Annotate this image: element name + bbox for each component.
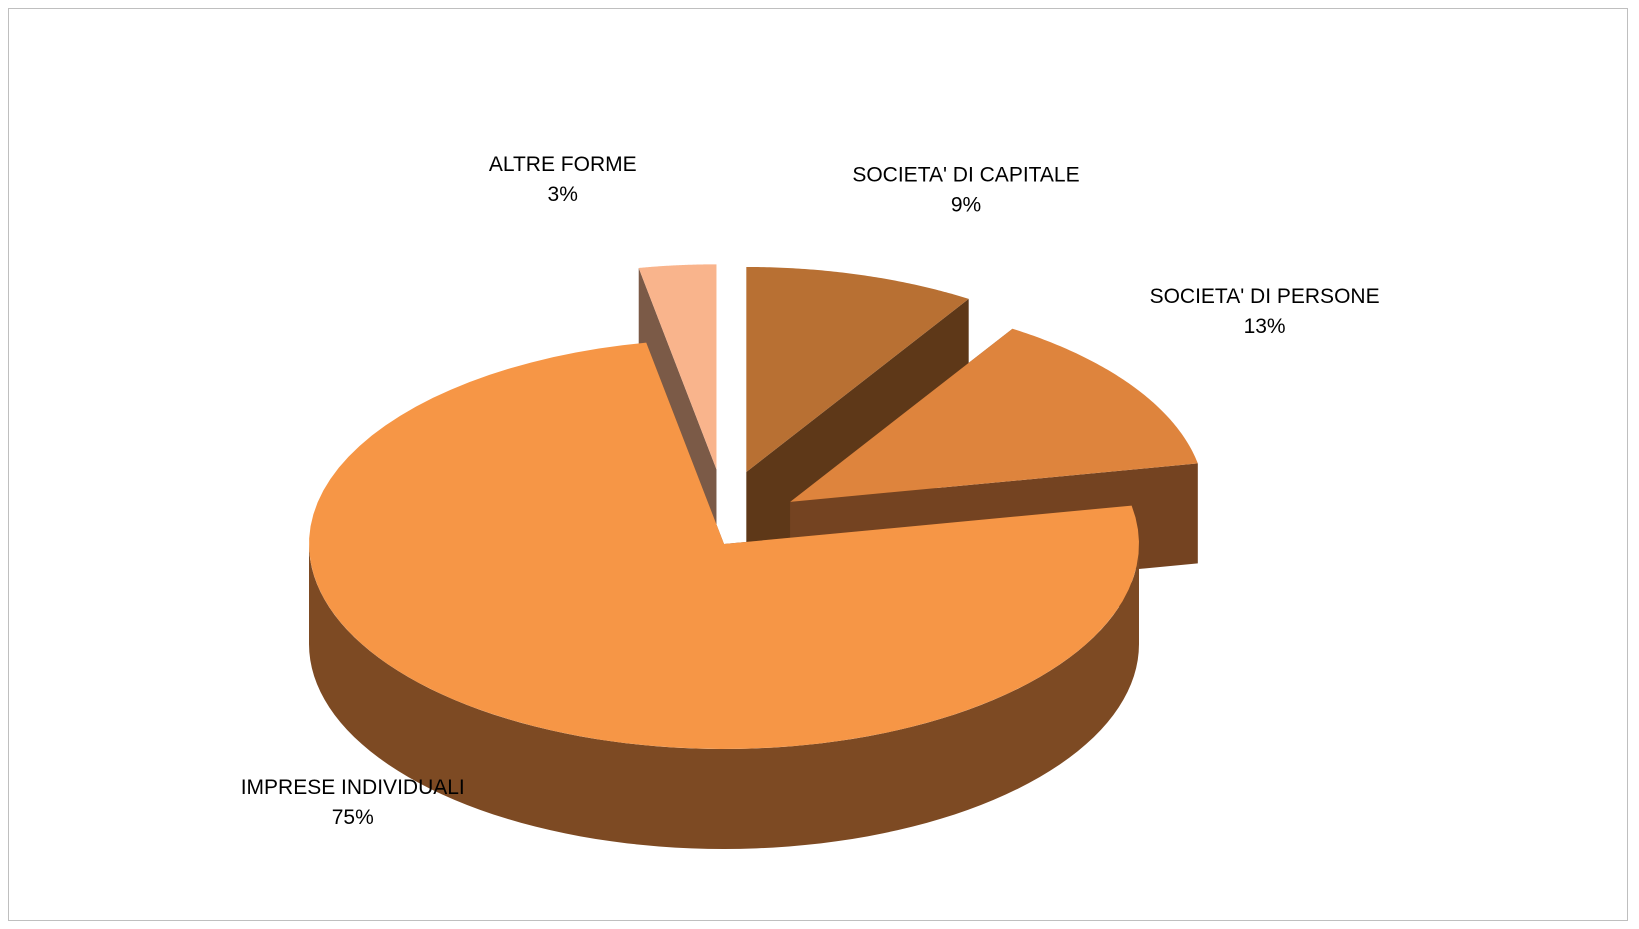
slice-top-face bbox=[638, 264, 717, 470]
slice-label-name: SOCIETA' DI CAPITALE bbox=[852, 163, 1079, 186]
slice-top-face bbox=[746, 266, 969, 472]
pie-slice bbox=[309, 342, 1139, 849]
pie-chart: SOCIETA' DI CAPITALE 9% SOCIETA' DI PERSON… bbox=[241, 153, 1380, 849]
slice-label-name: SOCIETA' DI PERSONE bbox=[1150, 285, 1380, 308]
labels-layer: SOCIETA' DI CAPITALE 9% SOCIETA' DI PERSON… bbox=[241, 153, 1380, 829]
slice-outer-wall bbox=[309, 544, 1139, 849]
slices-layer bbox=[309, 264, 1198, 849]
slice-label-value: 3% bbox=[548, 183, 578, 206]
slice-label-value: 13% bbox=[1244, 315, 1286, 338]
slice-top-face bbox=[790, 328, 1198, 502]
slice-label-name: ALTRE FORME bbox=[489, 153, 637, 176]
slice-top-face bbox=[309, 342, 1139, 749]
chart-area: SOCIETA' DI CAPITALE 9% SOCIETA' DI PERSON… bbox=[8, 8, 1628, 921]
slice-label-value: 75% bbox=[332, 806, 374, 829]
slice-label-name: IMPRESE INDIVIDUALI bbox=[241, 776, 465, 799]
slice-label-value: 9% bbox=[951, 193, 981, 216]
